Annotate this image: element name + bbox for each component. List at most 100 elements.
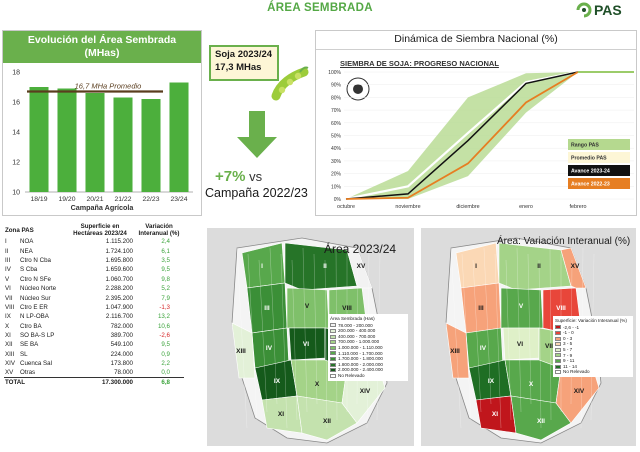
zone-map-label: VII bbox=[545, 343, 553, 350]
zone-number: VII bbox=[5, 294, 13, 302]
legend-label: 7 - 9 bbox=[563, 352, 573, 358]
bar bbox=[85, 93, 105, 192]
zone-name: Otras bbox=[20, 369, 36, 377]
y-tick-label: 14 bbox=[12, 130, 20, 137]
table-row: VII Núcleo Sur 2.395.200 7,9 bbox=[4, 293, 184, 302]
legend-label: 400.000 - 700.000 bbox=[338, 333, 376, 339]
page-title: ÁREA SEMBRADA bbox=[267, 2, 373, 14]
variation-map-title: Área: Variación Interanual (%) bbox=[497, 236, 631, 247]
zone-name: S Cba bbox=[20, 266, 38, 274]
area-change-value: +7% bbox=[215, 168, 246, 185]
legend-label: 200.000 - 400.000 bbox=[338, 328, 376, 334]
area-evolution-header: Evolución del Área Sembrada (MHas) bbox=[3, 31, 201, 63]
table-row: III Ctro N Cba 1.695.800 3,5 bbox=[4, 256, 184, 265]
y-tick-label: 60% bbox=[331, 121, 342, 127]
soy-area-value: 17,3 MHas bbox=[215, 62, 262, 73]
dept-line bbox=[538, 259, 542, 429]
y-tick-label: 0% bbox=[334, 197, 342, 203]
legend-label: Rango PAS bbox=[571, 143, 599, 149]
dept-line bbox=[472, 259, 482, 413]
zone-cell: IV S Cba bbox=[4, 265, 66, 274]
emblem-center bbox=[353, 84, 363, 94]
legend-swatch bbox=[330, 373, 336, 378]
series-line bbox=[345, 71, 579, 200]
dept-line bbox=[313, 253, 318, 405]
area-evolution-title: Evolución del Área Sembrada bbox=[27, 34, 177, 46]
zone-cell: I NOA bbox=[4, 237, 66, 246]
legend-item: 78.000 - 200.000 bbox=[330, 323, 406, 329]
zone-variation: 13,2 bbox=[157, 313, 170, 321]
x-tick-label: 23/24 bbox=[170, 196, 187, 203]
average-line-label: 16,7 MHa Promedio bbox=[75, 82, 142, 91]
legend-label: -2,6 - -1 bbox=[563, 324, 580, 330]
bar bbox=[57, 88, 77, 192]
table-row: V Ctro N SFe 1.060.700 9,8 bbox=[4, 275, 184, 284]
dept-line bbox=[280, 253, 288, 429]
soybean-pod-icon bbox=[271, 66, 309, 101]
series-line bbox=[345, 70, 579, 201]
legend-label: 1.800.000 - 2.000.000 bbox=[338, 361, 383, 367]
dept-line bbox=[450, 247, 462, 429]
zone-name: Ctro N SFe bbox=[20, 275, 51, 283]
zone-variation: 0,9 bbox=[161, 350, 170, 358]
total-label: TOTAL bbox=[4, 377, 66, 388]
dept-line bbox=[247, 253, 258, 421]
zone-variation: 9,8 bbox=[161, 275, 170, 283]
zone-area: 2.116.700 bbox=[105, 313, 133, 321]
legend-item: 2.000.000 - 2.400.000 bbox=[330, 367, 406, 373]
x-tick-label: 18/19 bbox=[30, 196, 47, 203]
zone-area: 1.659.600 bbox=[105, 266, 133, 274]
total-area: 17.300.000 bbox=[66, 377, 134, 388]
col-zone: Zona PAS bbox=[5, 227, 34, 234]
zone-name: Ctro BA bbox=[20, 322, 42, 330]
area-evolution-panel: Evolución del Área Sembrada (MHas) 10 12 1… bbox=[2, 30, 202, 216]
y-tick-label: 30% bbox=[331, 159, 342, 165]
zone-map-label: X bbox=[315, 381, 320, 388]
area-map-legend: Área Sembrada (Has) 78.000 - 200.000 200.… bbox=[328, 314, 408, 381]
zone-map-label: V bbox=[305, 303, 310, 310]
y-tick-label: 40% bbox=[331, 146, 342, 152]
y-tick-label: 90% bbox=[331, 83, 342, 89]
legend-item: 1.800.000 - 2.000.000 bbox=[330, 362, 406, 368]
zone-area: 782.000 bbox=[110, 322, 133, 330]
legend-item: 9 - 11 bbox=[555, 358, 631, 364]
zone-number: X bbox=[5, 322, 10, 330]
zone-name: SL bbox=[20, 350, 28, 358]
bar bbox=[29, 87, 49, 192]
zone-cell: XV Otras bbox=[4, 368, 66, 377]
zone-name: Núcleo Norte bbox=[20, 285, 57, 293]
legend-swatch bbox=[330, 340, 336, 345]
zone-area: 1.724.100 bbox=[105, 247, 133, 255]
zone-variation: 5,2 bbox=[161, 285, 170, 293]
legend-item: 11 - 14 bbox=[555, 364, 631, 370]
legend-swatch bbox=[555, 342, 561, 347]
map-zone bbox=[284, 242, 358, 291]
zone-cell: V Ctro N SFe bbox=[4, 275, 66, 284]
zone-map-label: XIV bbox=[360, 388, 371, 395]
col-area: Superficie en Hectáreas 2023/24 bbox=[73, 223, 127, 237]
zone-map-label: XIII bbox=[450, 348, 460, 355]
zone-variation: -1,3 bbox=[159, 303, 170, 311]
legend-swatch bbox=[330, 368, 336, 373]
legend-label: Avance 2022-23 bbox=[571, 182, 610, 188]
table-row: I NOA 1.115.200 2,4 bbox=[4, 237, 184, 246]
legend-swatch bbox=[555, 358, 561, 363]
range-band bbox=[346, 72, 578, 199]
x-tick-label: 22/23 bbox=[142, 196, 159, 203]
dept-line bbox=[324, 259, 328, 429]
zone-variation: 9,5 bbox=[161, 341, 170, 349]
zone-cell: III Ctro N Cba bbox=[4, 256, 66, 265]
zone-number: V bbox=[5, 275, 10, 283]
variation-map-legend: Superficie: Variación Interanual (%) -2,… bbox=[553, 316, 633, 377]
x-tick-label: enero bbox=[519, 204, 533, 210]
zone-map-label: I bbox=[475, 263, 477, 270]
y-tick-label: 80% bbox=[331, 95, 342, 101]
table-row: XI SO BA-S LP 389.700 -2,6 bbox=[4, 331, 184, 340]
zone-area: 78.000 bbox=[114, 369, 133, 377]
zone-map-label: IX bbox=[274, 378, 281, 385]
dept-line bbox=[516, 247, 522, 413]
zone-area: 389.700 bbox=[110, 332, 133, 340]
zone-number: XII bbox=[5, 341, 13, 349]
area-map-title: Área 2023/24 bbox=[324, 242, 397, 256]
zone-map-label: II bbox=[537, 263, 541, 270]
